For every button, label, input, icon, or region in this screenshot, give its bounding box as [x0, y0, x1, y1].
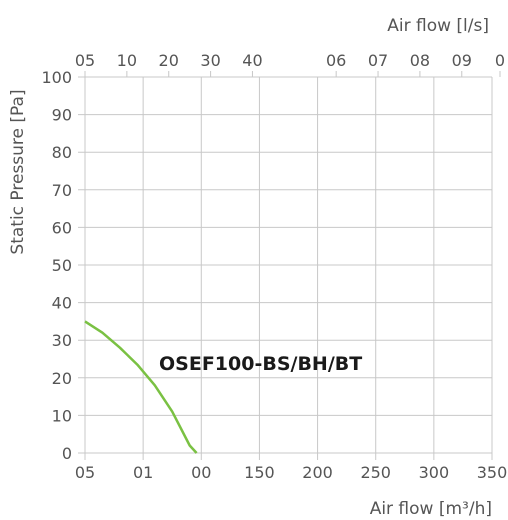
top-x-tick-label: 06: [326, 51, 346, 70]
top-x-tick-label: 40: [242, 51, 262, 70]
bottom-x-tick-label: 250: [360, 463, 391, 482]
y-tick-label: 70: [52, 181, 72, 200]
series-label: OSEF100-BS/BH/BT: [159, 353, 362, 375]
top-x-tick-label: 30: [200, 51, 220, 70]
y-tick-label: 80: [52, 143, 72, 162]
top-x-tick-label: 05: [75, 51, 95, 70]
y-tick-label: 40: [52, 294, 72, 313]
bottom-x-tick-label: 01: [133, 463, 153, 482]
bottom-x-axis-ticks: 05 01 00 150 200 250 300 350: [75, 463, 507, 482]
top-x-tick-label: 08: [410, 51, 430, 70]
top-x-tick-label: 09: [452, 51, 472, 70]
series-line: [84, 320, 198, 454]
top-x-axis-title: Air flow [l/s]: [387, 16, 489, 36]
bottom-x-tick-label: 300: [419, 463, 450, 482]
top-x-axis-ticks: 05 10 20 30 40 06 07 08 09 0: [75, 51, 505, 70]
bottom-x-tick-label: 350: [477, 463, 508, 482]
y-tick-label: 90: [52, 106, 72, 125]
bottom-x-axis-title: Air flow [m³/h]: [370, 499, 492, 519]
top-x-tick-label: 20: [159, 51, 179, 70]
y-tick-label: 10: [52, 406, 72, 425]
y-tick-label: 30: [52, 331, 72, 350]
top-x-tick-label: 07: [368, 51, 388, 70]
y-axis-ticks: 0 10 20 30 40 50 60 70 80 90 100: [41, 68, 72, 463]
y-tick-label: 50: [52, 256, 72, 275]
bottom-x-tick-label: 05: [75, 463, 95, 482]
bottom-x-tick-label: 150: [244, 463, 275, 482]
series-group: [84, 320, 198, 454]
bottom-x-tick-label: 200: [302, 463, 333, 482]
y-tick-label: 100: [41, 68, 72, 87]
y-axis-title: Static Pressure [Pa]: [8, 89, 28, 254]
top-x-tick-label: 10: [117, 51, 137, 70]
grid: [78, 71, 501, 460]
y-tick-label: 20: [52, 369, 72, 388]
y-tick-label: 60: [52, 218, 72, 237]
bottom-x-tick-label: 00: [191, 463, 211, 482]
y-tick-label: 0: [62, 444, 72, 463]
top-x-tick-label: 0: [495, 51, 505, 70]
